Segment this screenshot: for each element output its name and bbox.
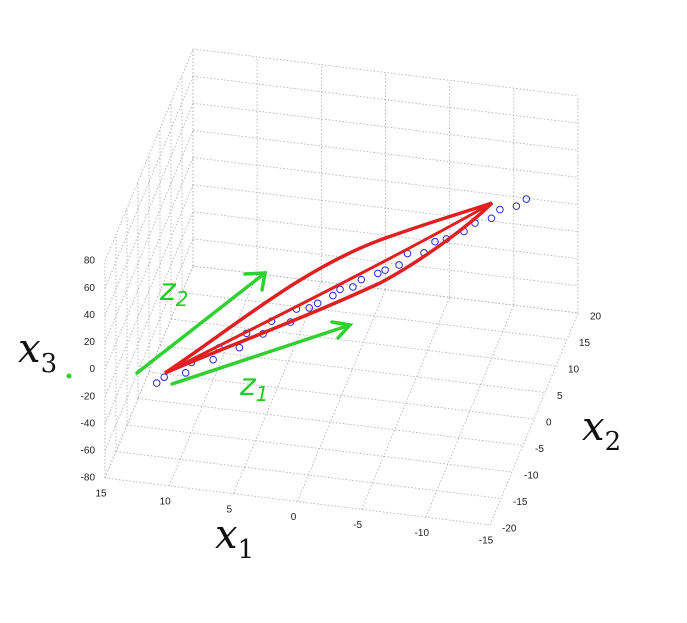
z-tick-label: -40 xyxy=(81,418,96,429)
z-label-sub: 3 xyxy=(41,349,58,379)
point xyxy=(357,275,366,284)
dot xyxy=(66,373,72,379)
y-tick-label: 10 xyxy=(568,365,580,376)
point xyxy=(374,269,382,278)
point xyxy=(349,283,357,291)
grid-line xyxy=(181,292,568,340)
x-tick-label: -5 xyxy=(353,520,362,531)
y-tick-label: -15 xyxy=(513,497,528,508)
z-tick-label: 40 xyxy=(84,310,96,321)
y-axis-label: x2 xyxy=(582,404,621,457)
z-tick-label: 80 xyxy=(84,256,96,267)
grid-line xyxy=(192,184,579,233)
point xyxy=(496,205,504,214)
point xyxy=(395,261,403,269)
point xyxy=(336,285,344,294)
z-tick-label: 20 xyxy=(84,337,96,348)
z-tick-label: -80 xyxy=(81,473,96,484)
z-axis-label: x3 xyxy=(18,326,57,379)
y-tick-label: 0 xyxy=(546,418,552,429)
z-tick-label: 60 xyxy=(84,283,96,294)
grid-line xyxy=(126,424,513,473)
grid-line xyxy=(115,451,502,499)
points xyxy=(152,195,531,387)
red-axis xyxy=(164,201,493,375)
z2-arrow xyxy=(135,271,268,375)
point xyxy=(235,343,244,352)
grid-line xyxy=(192,238,579,287)
point xyxy=(160,373,169,381)
point xyxy=(305,304,314,312)
annotation-sub: 1 xyxy=(256,382,269,406)
hand-drawn-marks xyxy=(66,201,494,386)
y-tick-label: 5 xyxy=(557,391,563,402)
grid-line xyxy=(104,48,194,262)
point xyxy=(522,195,531,203)
y-tick-label: -20 xyxy=(502,524,517,535)
grid-line xyxy=(361,297,451,510)
grid-line xyxy=(192,102,579,151)
annotation-base: z xyxy=(159,273,177,308)
annotation-sub: 2 xyxy=(176,287,189,311)
grid xyxy=(104,48,579,526)
grid-line xyxy=(192,265,579,314)
grid-line xyxy=(192,48,579,97)
point xyxy=(181,369,190,377)
annotation: z1 xyxy=(239,368,268,406)
point xyxy=(152,379,161,387)
y-label-sub: 2 xyxy=(605,427,622,457)
annotation: z2 xyxy=(159,273,188,311)
x-tick-label: 15 xyxy=(95,489,107,500)
grid-line xyxy=(192,157,579,205)
grid-line xyxy=(159,345,546,393)
grid-line xyxy=(137,398,524,446)
point xyxy=(313,299,322,308)
z1-arrow xyxy=(170,320,354,386)
y-tick-label: 20 xyxy=(590,312,602,323)
grid-line xyxy=(104,477,491,526)
x-tick-label: 5 xyxy=(227,504,233,515)
z-tick-label: -60 xyxy=(81,446,96,457)
z-tick-label: 0 xyxy=(89,364,95,375)
y-tick-label: 15 xyxy=(579,338,591,349)
grid-line xyxy=(489,312,579,526)
x-tick-label: -10 xyxy=(415,528,430,539)
grid-line xyxy=(192,75,579,124)
y-label-base: x xyxy=(582,404,605,450)
y-tick-label: -10 xyxy=(524,471,539,482)
z-label-base: x xyxy=(18,326,41,372)
ticks: 151050-5-10-15-20-15-10-505101520-80-60-… xyxy=(81,256,602,547)
point xyxy=(209,355,217,364)
y-tick-label: -5 xyxy=(535,444,544,455)
point xyxy=(487,214,496,223)
grid-line xyxy=(170,318,557,367)
x-tick-label: 10 xyxy=(160,496,172,507)
point xyxy=(512,202,521,210)
annotation-base: z xyxy=(239,368,257,403)
point xyxy=(431,237,439,246)
x-tick-label: 0 xyxy=(291,512,297,523)
z-tick-label: -20 xyxy=(81,391,96,402)
x-tick-label: -15 xyxy=(479,536,494,547)
point xyxy=(381,266,389,274)
x-label-base: x xyxy=(215,512,238,558)
grid-line xyxy=(192,211,579,260)
grid-line xyxy=(148,371,535,420)
grid-line xyxy=(104,238,194,452)
grid-line xyxy=(192,129,579,178)
x-label-sub: 1 xyxy=(238,535,255,565)
point xyxy=(329,291,337,300)
grid-line xyxy=(104,211,194,424)
x-axis-label: x1 xyxy=(215,512,254,565)
